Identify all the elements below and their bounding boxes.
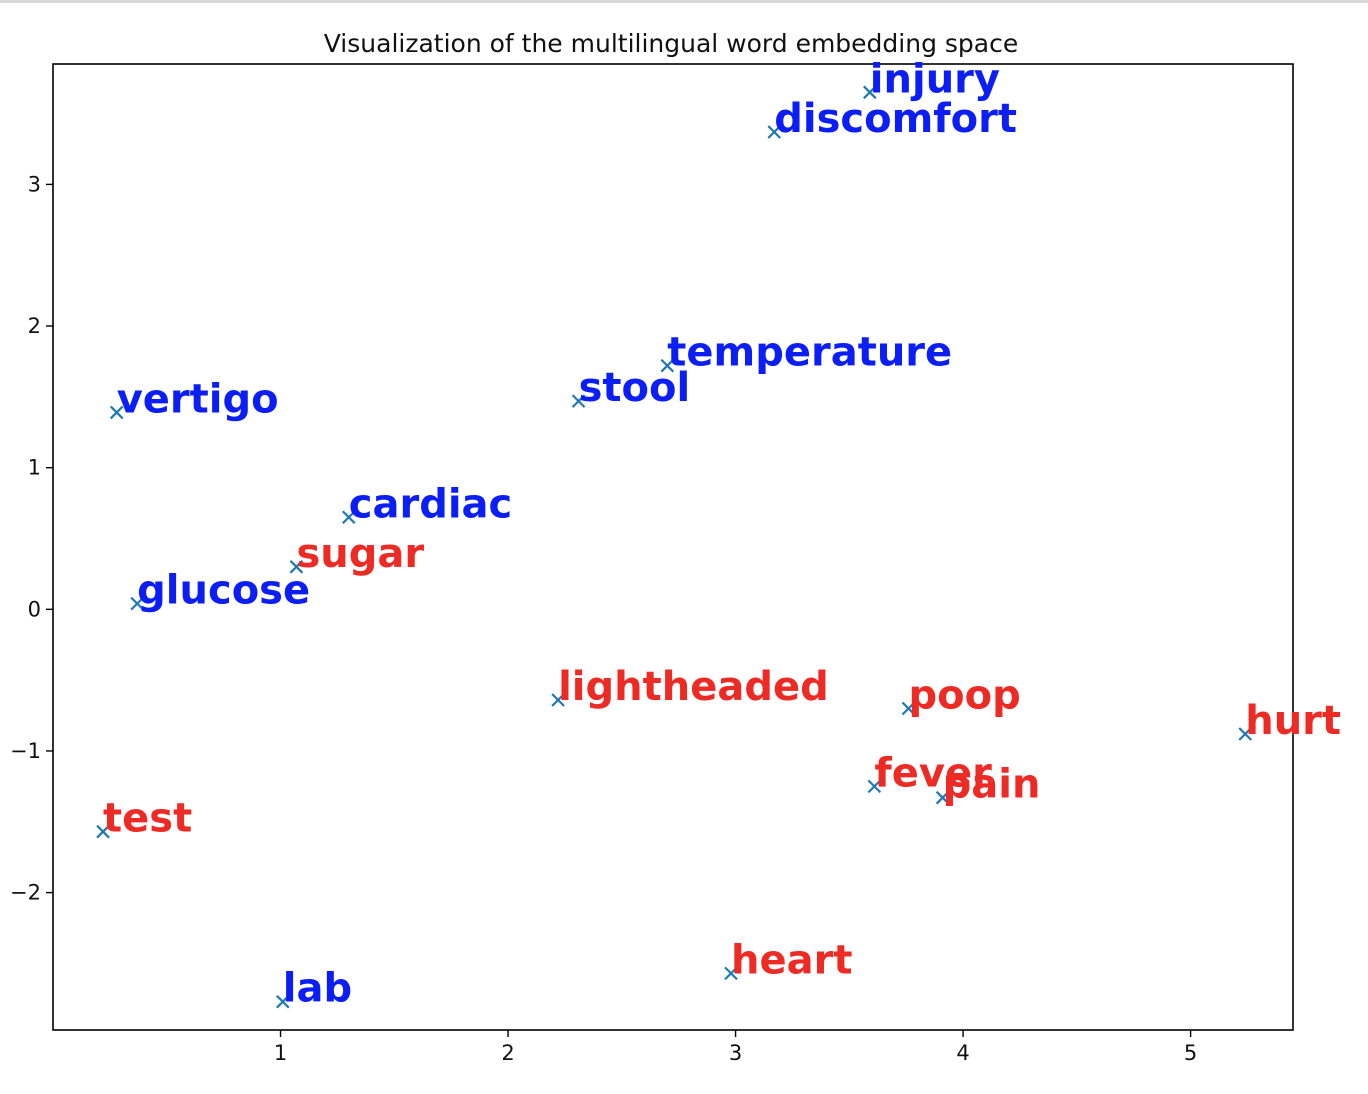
word-label-poop: poop <box>908 672 1020 718</box>
word-label-heart: heart <box>731 937 852 983</box>
point-marker-heart <box>724 966 738 981</box>
y-tick-label: −2 <box>10 881 41 905</box>
point-marker-cardiac <box>342 510 356 525</box>
point-marker-sugar <box>289 560 304 574</box>
word-label-temperature: temperature <box>667 330 952 376</box>
word-label-lightheaded: lightheaded <box>558 664 829 710</box>
x-tick-label: 1 <box>274 1041 287 1065</box>
point-marker-test <box>96 824 110 839</box>
y-tick-label: 3 <box>28 172 41 196</box>
word-label-sugar: sugar <box>296 531 424 577</box>
x-tick-label: 4 <box>956 1041 969 1065</box>
point-marker-fever <box>867 779 882 794</box>
point-marker-pain <box>935 790 950 805</box>
top-divider <box>0 0 1368 3</box>
point-marker-glucose <box>130 596 144 611</box>
data-marks <box>96 85 1252 1009</box>
x-tick-label: 5 <box>1184 1041 1197 1065</box>
word-label-pain: pain <box>943 762 1041 808</box>
word-label-discomfort: discomfort <box>774 96 1017 142</box>
chart-title: Visualization of the multilingual word e… <box>324 29 1019 58</box>
point-marker-stool <box>571 394 586 408</box>
point-marker-hurt <box>1238 727 1252 741</box>
point-marker-vertigo <box>109 405 124 420</box>
axes: 1 2 3 4 5 −2 −1 0 1 2 3 <box>10 63 1294 1065</box>
word-label-stool: stool <box>579 365 691 411</box>
y-tick-label: 1 <box>28 456 41 480</box>
y-tick-label: 0 <box>28 597 41 621</box>
word-label-fever: fever <box>874 750 992 796</box>
x-tick-label: 3 <box>729 1041 742 1065</box>
y-tick-label: −1 <box>10 739 41 763</box>
point-marker-poop <box>901 701 916 716</box>
point-marker-lab <box>276 994 290 1009</box>
point-marker-temperature <box>660 358 675 373</box>
word-label-glucose: glucose <box>137 568 310 614</box>
word-label-lab: lab <box>283 966 352 1012</box>
x-tick-label: 2 <box>501 1041 514 1065</box>
y-tick-label: 2 <box>28 314 41 338</box>
point-marker-discomfort <box>767 125 782 139</box>
word-label-cardiac: cardiac <box>349 481 512 527</box>
word-label-vertigo: vertigo <box>117 376 279 422</box>
word-label-hurt: hurt <box>1245 698 1341 744</box>
plot-frame <box>52 63 1294 1031</box>
point-marker-lightheaded <box>551 693 565 707</box>
point-marker-injury <box>863 85 877 100</box>
word-label-injury: injury <box>870 56 1000 102</box>
word-label-test: test <box>103 796 192 842</box>
